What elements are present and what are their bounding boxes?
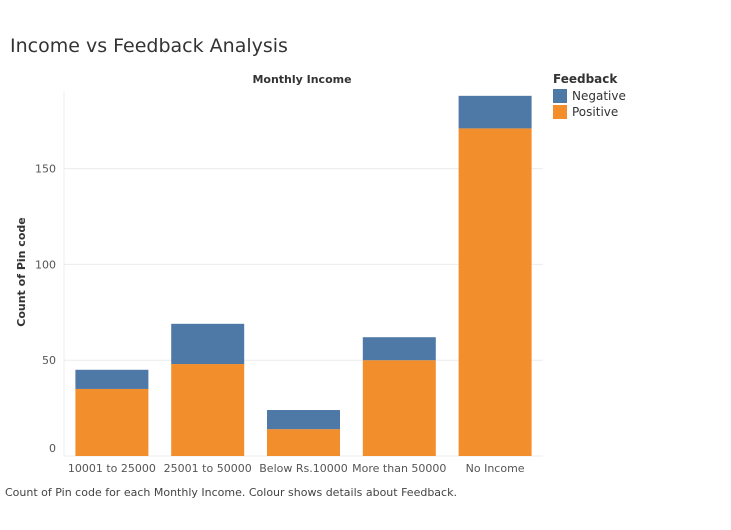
- y-tick-label: 150: [35, 163, 56, 176]
- bar-negative[interactable]: [267, 410, 340, 430]
- column-header: Monthly Income: [252, 73, 351, 86]
- legend-swatch-negative: [553, 89, 567, 103]
- y-tick-label: 100: [35, 258, 56, 271]
- legend-swatch-positive: [553, 105, 567, 119]
- y-axis-label: Count of Pin code: [15, 217, 28, 326]
- bar-negative[interactable]: [362, 337, 436, 361]
- legend-item-negative[interactable]: Negative: [553, 89, 626, 103]
- x-tick-label: Below Rs.10000: [259, 462, 347, 475]
- y-tick-label: 50: [42, 354, 56, 367]
- legend-label-positive: Positive: [572, 105, 619, 119]
- bar-positive[interactable]: [171, 364, 245, 456]
- bar-negative[interactable]: [171, 323, 245, 365]
- y-tick-label: 0: [49, 442, 56, 455]
- x-tick-label: 10001 to 25000: [68, 462, 156, 475]
- x-tick-label: 25001 to 50000: [164, 462, 252, 475]
- bar-negative[interactable]: [75, 369, 149, 389]
- legend-label-negative: Negative: [572, 89, 626, 103]
- x-tick-label: More than 50000: [352, 462, 446, 475]
- bars: [75, 95, 532, 456]
- x-axis-ticks: 10001 to 25000 25001 to 50000 Below Rs.100…: [68, 462, 525, 475]
- x-tick-label: No Income: [466, 462, 525, 475]
- page-title: Income vs Feedback Analysis: [10, 35, 288, 57]
- legend: Feedback Negative Positive: [553, 72, 626, 121]
- bar-negative[interactable]: [458, 95, 532, 129]
- bar-positive[interactable]: [267, 429, 340, 456]
- bar-positive[interactable]: [458, 128, 532, 456]
- bar-positive[interactable]: [75, 388, 149, 456]
- legend-item-positive[interactable]: Positive: [553, 105, 626, 119]
- legend-title: Feedback: [553, 72, 618, 86]
- chart-caption: Count of Pin code for each Monthly Incom…: [5, 486, 457, 499]
- bar-positive[interactable]: [362, 360, 436, 456]
- y-axis-ticks: 0 50 100 150: [35, 163, 56, 455]
